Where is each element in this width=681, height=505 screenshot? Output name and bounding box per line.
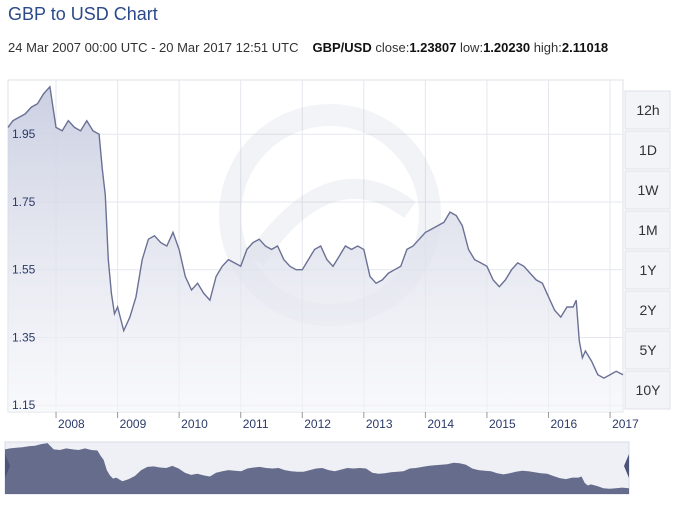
range-button-label: 1Y — [639, 262, 657, 278]
y-tick-label: 1.15 — [12, 398, 36, 412]
price-line — [7, 85, 624, 379]
x-tick-label: 2012 — [304, 417, 331, 431]
x-tick-label: 2015 — [489, 417, 516, 431]
range-button-bg — [624, 290, 671, 330]
range-button-label: 1D — [639, 142, 657, 158]
navigator-right-handle-icon[interactable] — [624, 454, 629, 478]
y-tick-label: 1.35 — [12, 330, 36, 344]
range-button-bg — [624, 90, 671, 130]
range-button-label: 10Y — [636, 382, 662, 398]
range-button-bg — [624, 170, 671, 210]
range-button-label: 1W — [638, 182, 660, 198]
navigator[interactable] — [4, 441, 630, 495]
x-tick-label: 2013 — [366, 417, 393, 431]
date-range: 24 Mar 2007 00:00 UTC - 20 Mar 2017 12:5… — [8, 40, 299, 55]
range-button-bg — [624, 370, 671, 410]
pair-label: GBP/USD — [312, 40, 372, 55]
range-button-1D[interactable]: 1D — [624, 130, 671, 170]
x-tick-label: 2008 — [58, 417, 85, 431]
x-tick-label: 2017 — [612, 417, 639, 431]
high-value: 2.11018 — [561, 40, 609, 55]
close-value: 1.23807 — [409, 40, 457, 55]
range-button-12h[interactable]: 12h — [624, 90, 671, 130]
y-tick-label: 1.95 — [12, 127, 36, 141]
x-tick-label: 2014 — [427, 417, 454, 431]
range-button-10Y[interactable]: 10Y — [624, 370, 671, 410]
navigator-series — [5, 443, 629, 494]
range-button-1M[interactable]: 1M — [624, 210, 671, 250]
navigator-left-handle-icon[interactable] — [5, 454, 10, 478]
high-label: high: — [533, 40, 562, 55]
range-button-bg — [624, 330, 671, 370]
y-tick-label: 1.55 — [12, 263, 36, 277]
low-value: 1.20230 — [483, 40, 531, 55]
x-tick-label: 2009 — [120, 417, 147, 431]
range-button-label: 5Y — [639, 342, 657, 358]
chart-meta: 24 Mar 2007 00:00 UTC - 20 Mar 2017 12:5… — [8, 38, 648, 57]
low-label: low: — [459, 40, 484, 55]
range-button-bg — [624, 250, 671, 290]
x-tick-label: 2011 — [243, 417, 269, 431]
range-button-label: 12h — [636, 102, 659, 118]
range-button-label: 1M — [638, 222, 657, 238]
range-button-1W[interactable]: 1W — [624, 170, 671, 210]
y-tick-label: 1.75 — [12, 195, 36, 209]
x-tick-label: 2016 — [551, 417, 578, 431]
range-button-label: 2Y — [639, 302, 657, 318]
close-label: close: — [375, 40, 410, 55]
range-button-bg — [624, 130, 671, 170]
chart-title: GBP to USD Chart — [8, 4, 158, 24]
x-tick-label: 2010 — [181, 417, 208, 431]
range-button-2Y[interactable]: 2Y — [624, 290, 671, 330]
range-button-1Y[interactable]: 1Y — [624, 250, 671, 290]
range-button-5Y[interactable]: 5Y — [624, 330, 671, 370]
range-button-bg — [624, 210, 671, 250]
